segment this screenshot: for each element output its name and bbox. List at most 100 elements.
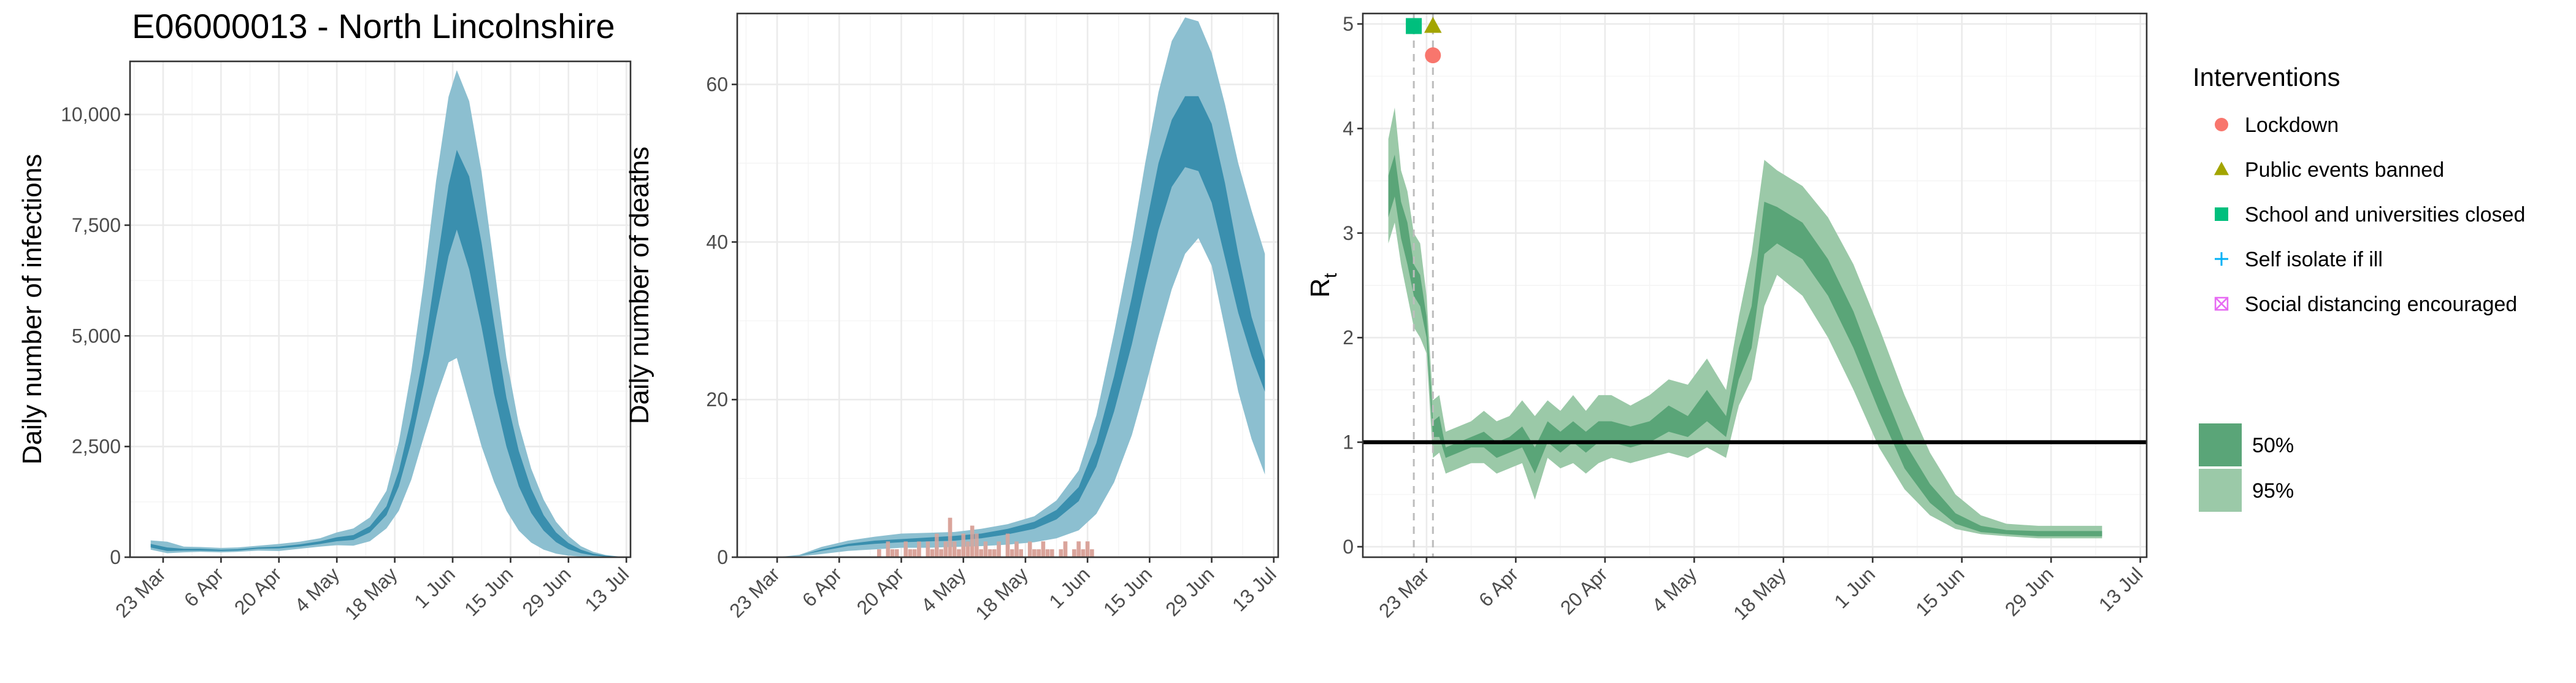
observed-deaths-bar-overlay (1081, 549, 1086, 557)
y-tick-label: 40 (706, 231, 728, 253)
y-tick-label: 3 (1343, 222, 1354, 244)
y-tick-label: 2 (1343, 326, 1354, 349)
x-tick-label: 29 Jun (1161, 563, 1218, 620)
y-tick-label: 0 (1343, 536, 1354, 558)
legend-item: Lockdown (2215, 114, 2339, 137)
infections-chart: 0 2,500 5,000 7,500 10,000 23 Mar 6 Apr 20 Apr 4… (17, 60, 633, 624)
x-tick-label: 13 Jul (2095, 563, 2147, 615)
x-tick-label: 15 Jun (1099, 563, 1156, 620)
observed-deaths-bar-overlay (983, 541, 988, 557)
observed-deaths-bar-overlay (1041, 541, 1046, 557)
figure-title: E06000013 - North Lincolnshire (132, 7, 615, 45)
observed-deaths-bar-overlay (948, 517, 953, 557)
observed-deaths-bar-overlay (926, 541, 930, 557)
observed-deaths-bar-overlay (912, 549, 917, 557)
observed-deaths-bar-overlay (1072, 549, 1076, 557)
panel-border (736, 12, 1279, 558)
legend-label: Social distancing encouraged (2245, 293, 2517, 316)
x-tick-label: 20 Apr (1556, 563, 1612, 619)
observed-deaths-bar-overlay (890, 549, 895, 557)
observed-deaths-bar-overlay (1037, 549, 1041, 557)
x-tick-label: 1 Jun (410, 563, 459, 612)
legend-title: Interventions (2193, 63, 2340, 91)
x-tick-label: 15 Jun (1911, 563, 1968, 620)
observed-deaths-bar-overlay (1032, 549, 1037, 557)
x-tick-label: 18 May (971, 563, 1032, 624)
legend-label: 50% (2252, 434, 2294, 457)
observed-deaths-bar-overlay (908, 549, 913, 557)
legend-item: School and universities closed (2215, 203, 2525, 226)
ribbon-95 (777, 17, 1265, 557)
circle-icon (2215, 118, 2228, 131)
y-tick-label: 0 (717, 546, 728, 568)
legend-interval-item: 95% (2199, 469, 2294, 512)
x-tick-label: 23 Mar (111, 563, 170, 622)
y-tick-label: 5 (1343, 13, 1354, 35)
observed-deaths-bar-overlay (997, 541, 1001, 557)
legend-label: Self isolate if ill (2245, 248, 2383, 271)
plus-icon (2215, 252, 2228, 266)
observed-deaths-bar-overlay (886, 541, 891, 557)
x-tick-label: 20 Apr (853, 563, 908, 619)
x-tick-label: 29 Jun (2001, 563, 2058, 620)
x-tick-label: 15 Jun (460, 563, 517, 620)
ribbon-95 (150, 70, 618, 557)
observed-deaths-bar-overlay (939, 549, 943, 557)
observed-deaths-bar-overlay (1010, 549, 1014, 557)
x-tick-label: 23 Mar (1374, 563, 1433, 622)
legend-interval-item: 50% (2199, 423, 2294, 466)
panel-border (129, 60, 632, 558)
legend-item: Social distancing encouraged (2214, 293, 2517, 316)
observed-deaths-bar-overlay (1076, 541, 1081, 557)
x-tick-label: 23 Mar (725, 563, 784, 622)
y-tick-label: 7,500 (72, 214, 121, 236)
x-tick-label: 1 Jun (1045, 563, 1094, 612)
y-tick-label: 60 (706, 74, 728, 96)
observed-deaths-bar-overlay (935, 533, 939, 557)
y-axis-title: Daily number of deaths (624, 147, 654, 424)
observed-deaths-bar-overlay (1019, 549, 1023, 557)
x-tick-label: 1 Jun (1830, 563, 1879, 612)
x-tick-label: 13 Jul (1228, 563, 1281, 615)
observed-deaths-bar-overlay (1045, 549, 1050, 557)
rt-chart: 0 1 2 3 4 5 23 Mar 6 Apr 20 Apr 4 May 18 May 1 Jun 1… (1305, 12, 2148, 624)
y-tick-label: 1 (1343, 431, 1354, 453)
observed-deaths-bar-overlay (930, 549, 935, 557)
observed-deaths-bar-overlay (917, 541, 921, 557)
square-icon (2215, 207, 2228, 221)
x-tick-label: 18 May (340, 563, 402, 624)
observed-deaths-bar-overlay (877, 549, 881, 557)
observed-deaths-bar-overlay (961, 533, 965, 557)
y-tick-label: 10,000 (61, 104, 121, 126)
intervals-legend: 50% 95% (2199, 423, 2294, 512)
observed-deaths-bar-overlay (1059, 549, 1064, 557)
y-tick-label: 20 (706, 388, 728, 411)
y-tick-label: 5,000 (72, 325, 121, 347)
observed-deaths-bar-overlay (1085, 541, 1090, 557)
y-axis-title: Daily number of infections (17, 154, 47, 465)
x-tick-label: 4 May (290, 563, 343, 616)
y-tick-label: 2,500 (72, 436, 121, 458)
observed-deaths-bar-overlay (1027, 541, 1032, 557)
observed-deaths-bar-overlay (975, 533, 979, 557)
x-tick-label: 20 Apr (230, 563, 286, 619)
legend-label: 95% (2252, 479, 2294, 503)
x-tick-label: 4 May (1647, 563, 1701, 616)
panel-border (1362, 12, 2148, 558)
public-events-marker (1424, 17, 1442, 33)
observed-deaths-bar-overlay (965, 541, 970, 557)
x-tick-label: 13 Jul (580, 563, 633, 615)
observed-deaths-bar-overlay (1005, 533, 1010, 557)
interventions-legend: Lockdown Public events banned School and u… (2214, 114, 2525, 316)
observed-deaths-bar-overlay (957, 549, 961, 557)
legend-swatch (2199, 469, 2242, 512)
x-tick-label: 29 Jun (518, 563, 575, 620)
observed-deaths-bar-overlay (992, 549, 997, 557)
y-axis-title-subscript: t (1321, 272, 1341, 278)
x-tick-label: 6 Apr (180, 563, 228, 611)
legend-label: Public events banned (2245, 158, 2444, 182)
observed-deaths-bar-overlay (952, 541, 957, 557)
legend-item: Public events banned (2214, 158, 2444, 182)
triangle-icon (2214, 161, 2229, 176)
